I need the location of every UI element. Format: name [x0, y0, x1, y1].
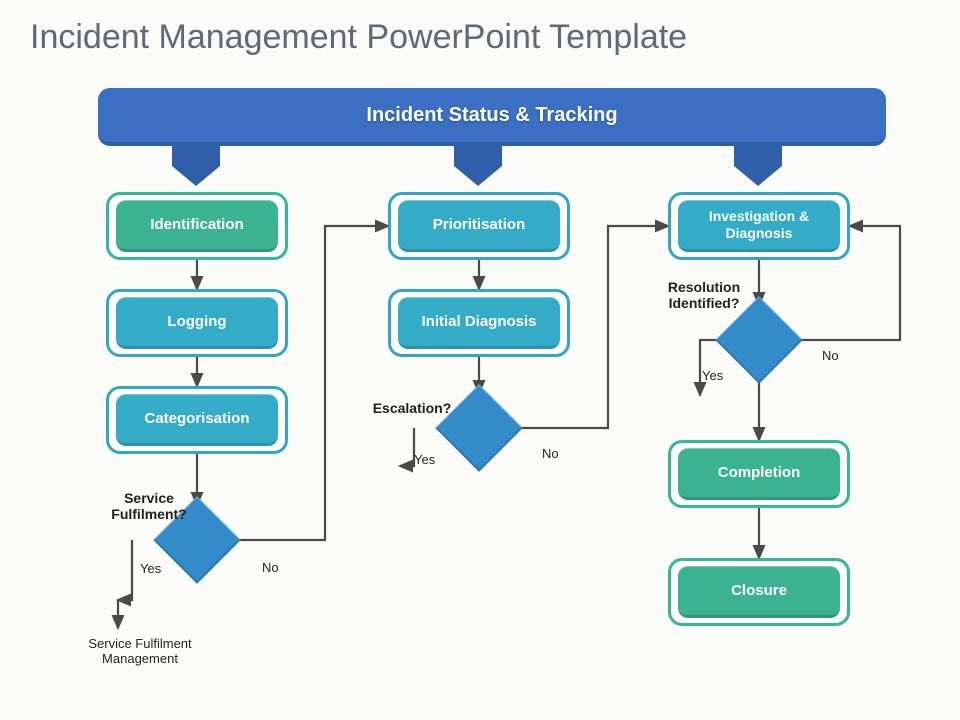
node-box: Completion — [678, 448, 840, 500]
decision-label: Escalation? — [362, 400, 462, 416]
node-box: Initial Diagnosis — [398, 297, 560, 349]
decision-label: Service Fulfilment? — [94, 490, 204, 522]
node-box: Identification — [116, 200, 278, 252]
edge-label: Yes — [414, 452, 435, 467]
page-title: Incident Management PowerPoint Template — [30, 18, 687, 57]
edge-label: No — [262, 560, 279, 575]
node-box: Categorisation — [116, 394, 278, 446]
edge-label: No — [822, 348, 839, 363]
node-box: Closure — [678, 566, 840, 618]
decision-diamond — [435, 384, 523, 472]
edge-label: Service Fulfilment Management — [70, 636, 210, 666]
edge-label: Yes — [702, 368, 723, 383]
node-box: Logging — [116, 297, 278, 349]
banner-pointer — [454, 146, 502, 186]
edge-label: Yes — [140, 561, 161, 576]
node-box: Investigation & Diagnosis — [678, 200, 840, 252]
banner-pointer — [734, 146, 782, 186]
banner-pointer — [172, 146, 220, 186]
edge-label: No — [542, 446, 559, 461]
node-box: Prioritisation — [398, 200, 560, 252]
decision-label: Resolution Identified? — [644, 279, 764, 311]
status-banner: Incident Status & Tracking — [98, 88, 886, 146]
